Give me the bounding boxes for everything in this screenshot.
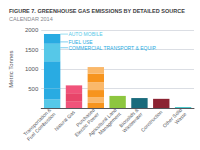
- svg-text:AUTO MOBILE: AUTO MOBILE: [68, 31, 103, 37]
- svg-text:Biosolids &: Biosolids &: [117, 106, 140, 129]
- svg-text:Natural Gas: Natural Gas: [53, 109, 76, 132]
- svg-text:Wastewater: Wastewater: [121, 111, 144, 134]
- svg-text:Electric Power: Electric Power: [73, 111, 100, 138]
- svg-text:Waste: Waste: [173, 111, 187, 125]
- svg-text:Transportation &: Transportation &: [22, 106, 53, 137]
- svg-text:COMMERCIAL TRANSPORT & EQUIP.: COMMERCIAL TRANSPORT & EQUIP.: [68, 45, 156, 51]
- svg-text:FIGURE 7. GREENHOUSE GAS EMISS: FIGURE 7. GREENHOUSE GAS EMISSIONS BY DE…: [9, 8, 185, 14]
- svg-text:CALENDAR 2014: CALENDAR 2014: [9, 16, 53, 22]
- svg-text:1500: 1500: [25, 47, 39, 53]
- svg-text:Metric Tonnes: Metric Tonnes: [8, 50, 14, 87]
- svg-text:500: 500: [28, 86, 39, 92]
- svg-text:Management: Management: [97, 111, 122, 136]
- svg-text:Fuel Combustion: Fuel Combustion: [26, 111, 57, 142]
- svg-text:1000: 1000: [25, 66, 39, 72]
- svg-text:Agricultural Land: Agricultural Land: [86, 106, 118, 138]
- svg-text:Construction: Construction: [139, 109, 163, 133]
- svg-text:Purchased: Purchased: [74, 106, 96, 128]
- svg-text:Other Solid: Other Solid: [161, 106, 184, 129]
- svg-text:2000: 2000: [25, 27, 39, 33]
- svg-text:FUEL USE: FUEL USE: [68, 38, 93, 45]
